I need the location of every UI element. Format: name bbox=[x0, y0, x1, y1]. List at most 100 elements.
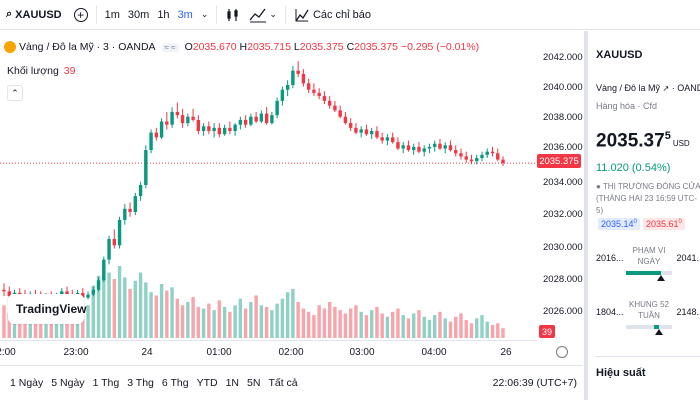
legend-title[interactable]: Vàng / Đô la Mỹ · 3 · OANDA bbox=[19, 41, 156, 53]
details-price: 2035.375USD bbox=[596, 130, 690, 152]
candle bbox=[427, 143, 432, 154]
external-link-icon[interactable]: ↗ bbox=[662, 84, 670, 93]
volume-bar bbox=[170, 287, 174, 338]
market-status: ● THỊ TRƯỜNG ĐÓNG CỬA (THÁNG HAI 23 16:5… bbox=[596, 182, 700, 215]
candle bbox=[459, 148, 463, 160]
volume-value: 39 bbox=[63, 65, 76, 77]
candle bbox=[291, 65, 295, 89]
timeframe-30m[interactable]: 30m bbox=[127, 8, 150, 21]
price-tick: 2036.000 bbox=[543, 142, 583, 153]
price-chart[interactable] bbox=[0, 31, 537, 340]
volume-bar bbox=[123, 277, 127, 338]
compare-button[interactable]: + bbox=[66, 0, 92, 30]
symbol-search[interactable]: ⌕ XAUUSD bbox=[0, 0, 66, 30]
price-tick: 2028.000 bbox=[543, 274, 583, 285]
candle bbox=[165, 111, 169, 130]
range-1m[interactable]: 1 Thg bbox=[92, 377, 120, 389]
volume-bar bbox=[480, 315, 484, 338]
volume-bar bbox=[18, 315, 22, 338]
candle bbox=[359, 126, 363, 138]
volume-bar bbox=[291, 288, 295, 338]
timeframe-1m[interactable]: 1m bbox=[104, 8, 120, 21]
candle bbox=[107, 235, 111, 265]
candle bbox=[233, 123, 237, 136]
tradingview-logo[interactable]: TradingView bbox=[8, 294, 86, 324]
volume-bar bbox=[175, 298, 180, 338]
bid-price: 2035.140 bbox=[598, 218, 640, 230]
candle bbox=[306, 78, 311, 93]
legend-open: O2035.670 bbox=[184, 41, 237, 53]
volume-bar bbox=[259, 305, 264, 338]
volume-label-tag: 39 bbox=[539, 325, 555, 338]
candle bbox=[212, 123, 216, 138]
volume-bar bbox=[180, 305, 185, 338]
candle bbox=[375, 126, 379, 139]
range-1d[interactable]: 1 Ngày bbox=[10, 377, 44, 389]
time-axis[interactable]: 2:00 23:00 24 01:00 02:00 03:00 04:00 26 bbox=[0, 340, 537, 364]
volume-bar bbox=[102, 269, 106, 338]
time-tick: 23:00 bbox=[63, 347, 89, 358]
volume-bar bbox=[81, 318, 85, 338]
chevron-down-icon[interactable]: ⌄ bbox=[200, 9, 209, 19]
chart-pane[interactable]: Vàng / Đô la Mỹ · 3 · OANDA ≈ ≈ O2035.67… bbox=[0, 31, 583, 365]
volume-bar bbox=[312, 315, 316, 338]
symbol-logo-icon bbox=[4, 41, 16, 53]
indicators-button[interactable]: Các chỉ báo bbox=[290, 0, 375, 30]
legend-high: H2035.715 bbox=[239, 41, 291, 53]
candle bbox=[175, 102, 180, 119]
candle bbox=[264, 107, 269, 125]
range-1y[interactable]: 1N bbox=[225, 377, 240, 389]
range-5d[interactable]: 5 Ngày bbox=[51, 377, 85, 389]
volume-bar bbox=[433, 315, 437, 338]
details-symbol[interactable]: XAUUSD bbox=[596, 49, 643, 61]
volume-bar bbox=[390, 311, 395, 338]
collapse-legend-button[interactable]: ⌃ bbox=[7, 85, 23, 101]
price-tick: 2042.000 bbox=[543, 52, 583, 63]
volume-bar bbox=[75, 321, 80, 338]
volume-bar bbox=[222, 306, 227, 338]
chart-type-button[interactable]: ⌄ bbox=[245, 0, 281, 30]
volume-bar bbox=[375, 306, 379, 338]
timeframe-1h[interactable]: 1h bbox=[157, 8, 170, 21]
volume-bar bbox=[422, 316, 426, 338]
volume-bar bbox=[91, 285, 96, 338]
candle bbox=[312, 83, 316, 97]
range-3m[interactable]: 3 Thg bbox=[127, 377, 154, 389]
symbol-label: XAUUSD bbox=[15, 8, 62, 21]
area-chart-icon bbox=[249, 8, 267, 22]
candle bbox=[338, 105, 342, 119]
volume-bar bbox=[238, 298, 243, 338]
candle bbox=[401, 142, 405, 154]
volume-bar bbox=[280, 298, 285, 338]
range-all[interactable]: Tất cả bbox=[268, 377, 298, 389]
volume-bar bbox=[191, 297, 195, 338]
volume-bar bbox=[496, 323, 500, 338]
candle bbox=[369, 127, 374, 139]
candle bbox=[144, 145, 148, 189]
date-range-bar: 1 Ngày 5 Ngày 1 Thg 3 Thg 6 Thg YTD 1N 5… bbox=[0, 365, 583, 400]
time-tick: 24 bbox=[141, 347, 153, 358]
range-6m[interactable]: 6 Thg bbox=[161, 377, 189, 389]
candle bbox=[454, 145, 458, 157]
timeframe-3m[interactable]: 3m bbox=[177, 8, 193, 21]
volume-bar bbox=[196, 306, 201, 338]
performance-heading[interactable]: Hiệu suất bbox=[596, 367, 646, 379]
range-ytd[interactable]: YTD bbox=[196, 377, 218, 389]
details-exchange: OANDA bbox=[677, 83, 700, 93]
volume-bar bbox=[396, 308, 400, 338]
clock-timezone[interactable]: 22:06:39 (UTC+7) bbox=[492, 377, 577, 389]
bar-style-button[interactable] bbox=[221, 0, 245, 30]
candle bbox=[354, 123, 358, 135]
volume-bar bbox=[485, 321, 489, 338]
flags-icon[interactable]: ≈ ≈ bbox=[161, 42, 179, 52]
candle bbox=[301, 69, 306, 87]
volume-bar bbox=[469, 323, 474, 338]
range-5y[interactable]: 5N bbox=[247, 377, 261, 389]
gear-icon[interactable] bbox=[556, 346, 568, 358]
price-axis[interactable]: 2042.000 2040.000 2038.000 2036.000 2034.000… bbox=[537, 31, 583, 340]
volume-legend[interactable]: Khối lượng 39 bbox=[7, 65, 75, 77]
volume-bar bbox=[317, 305, 321, 338]
candle bbox=[91, 286, 96, 297]
candle bbox=[411, 143, 416, 155]
last-price-label: 2035.375 bbox=[537, 154, 581, 168]
